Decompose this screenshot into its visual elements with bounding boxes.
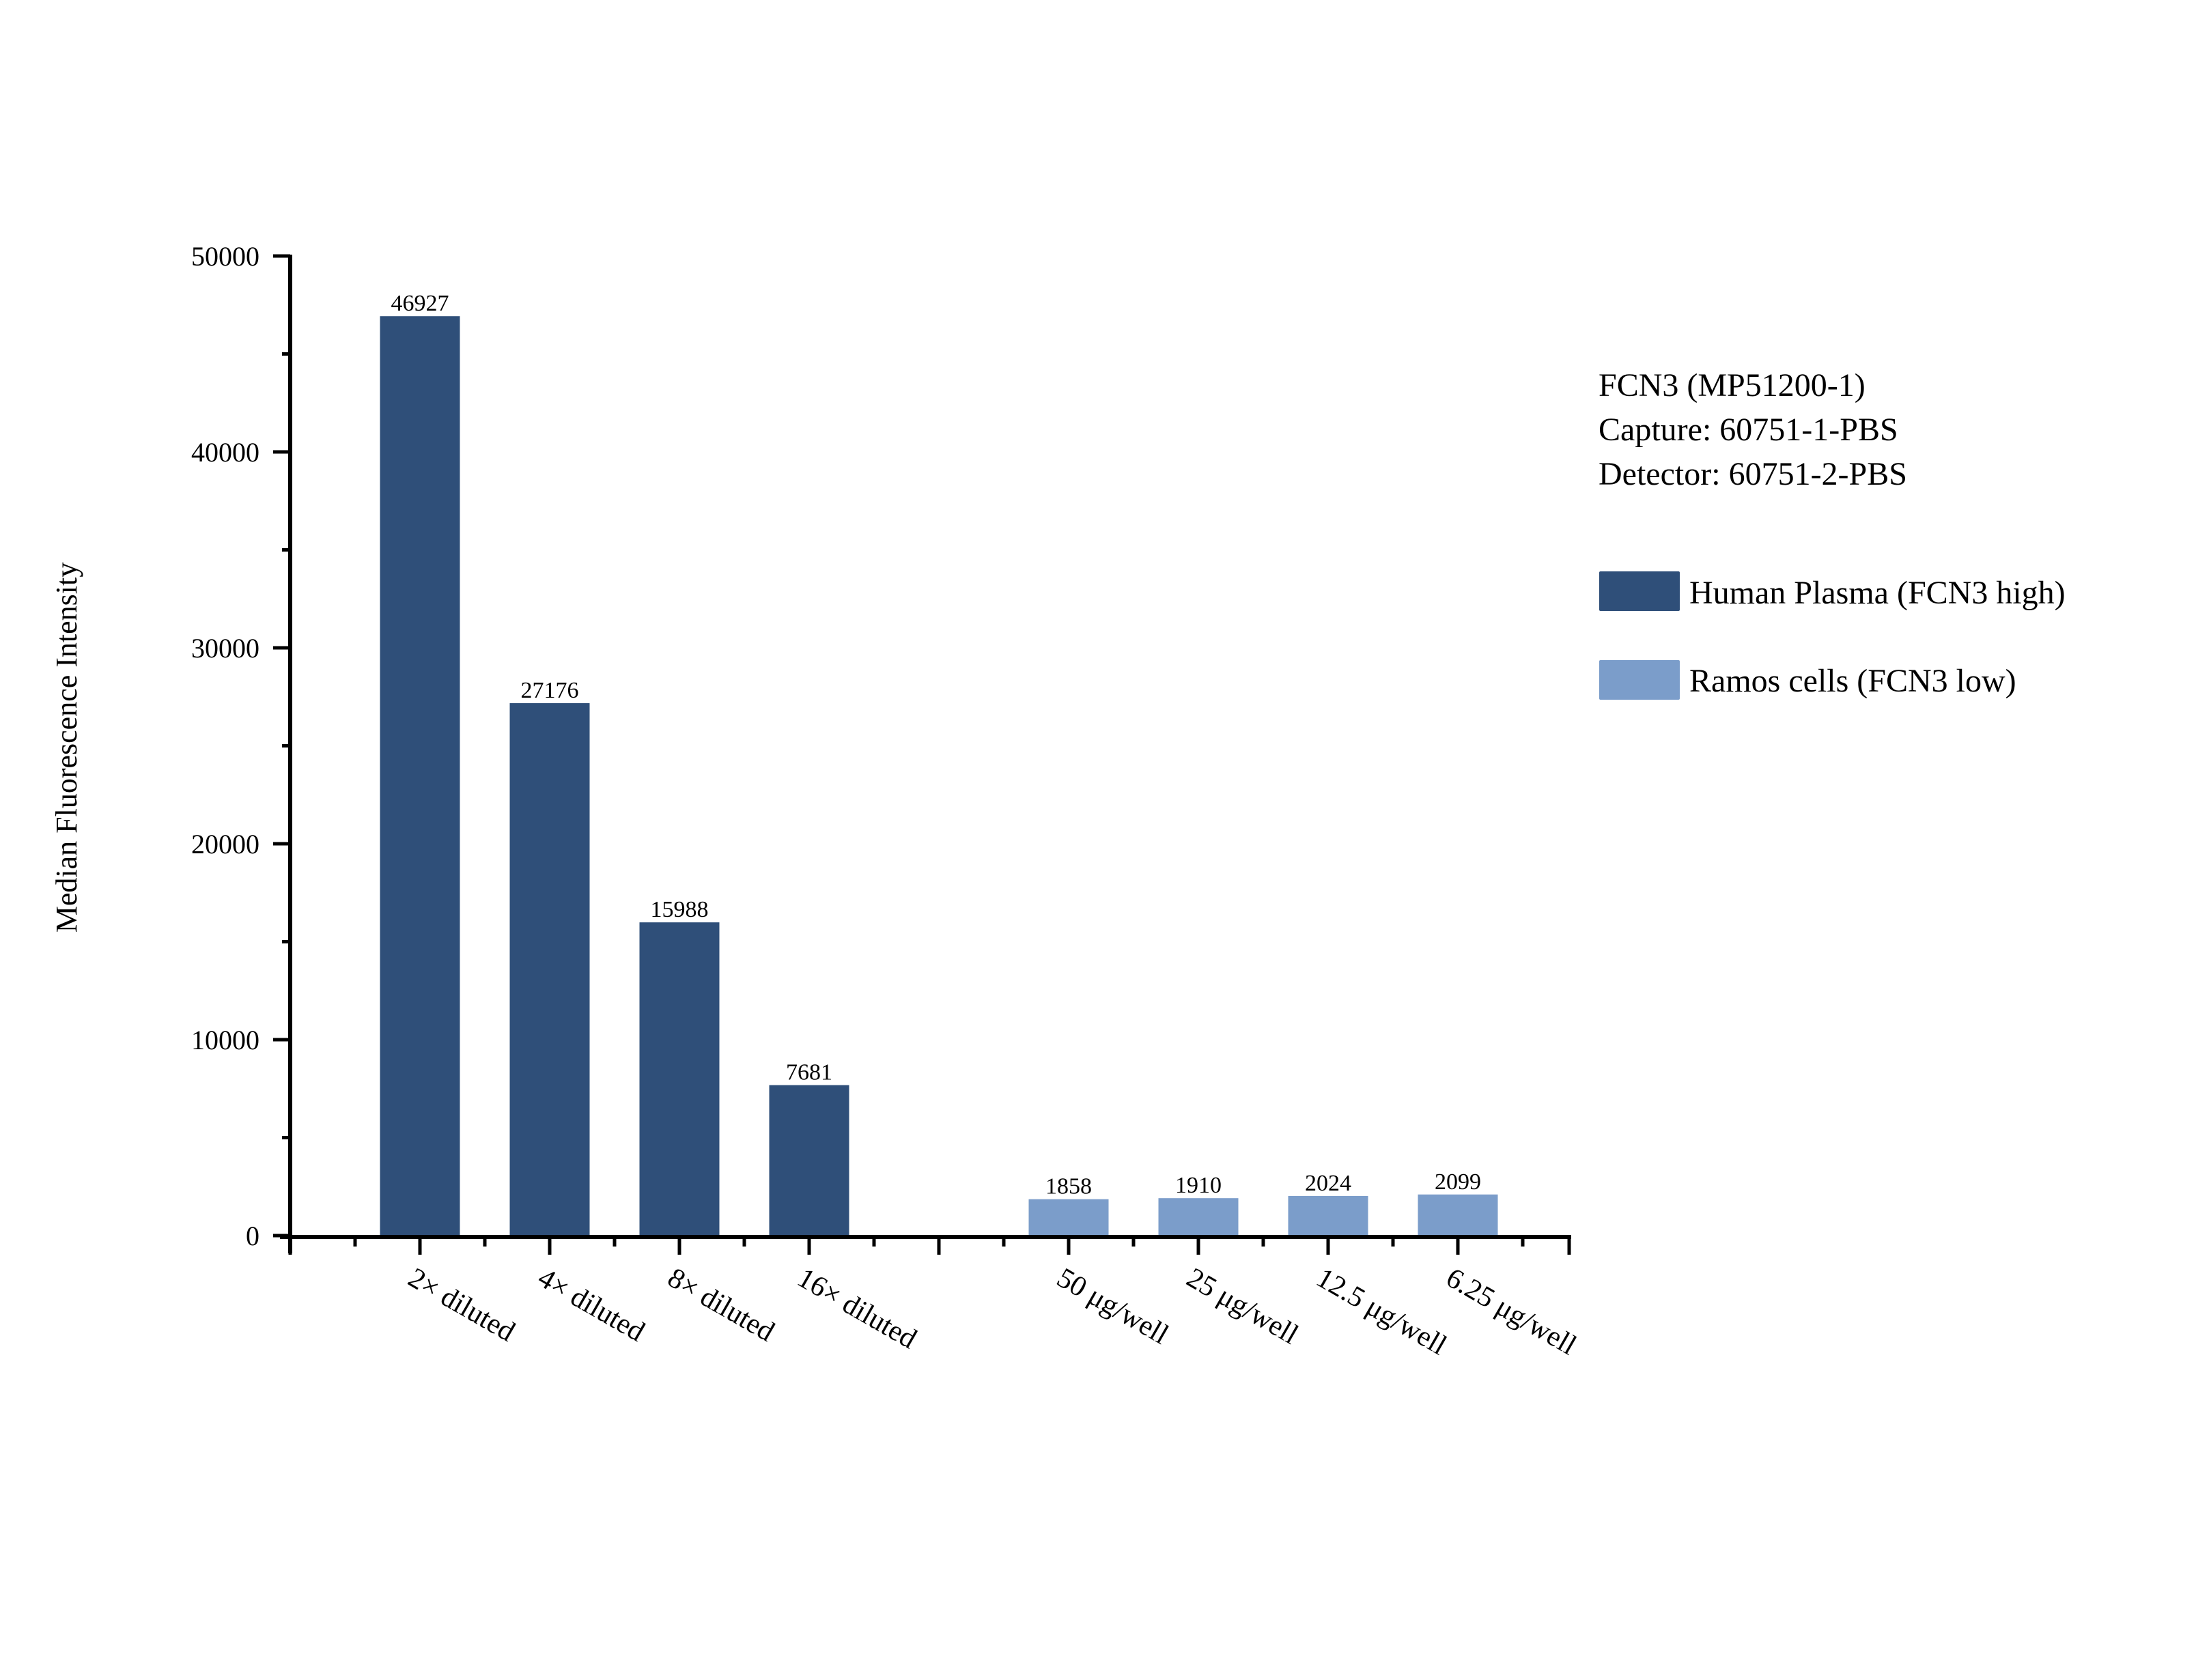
y-axis: 0 10000 20000 30000 40000 50000 xyxy=(191,241,292,1253)
x-category-label: 2× diluted xyxy=(403,1262,520,1348)
bars-layer xyxy=(380,316,1498,1236)
x-category-label: 12.5 μg/well xyxy=(1311,1262,1452,1362)
bar-value-label: 1910 xyxy=(1175,1173,1222,1198)
annotation-line-2: Capture: 60751-1-PBS xyxy=(1599,412,1898,448)
legend: Human Plasma (FCN3 high) Ramos cells (FC… xyxy=(1599,571,2066,700)
x-category-label: 50 μg/well xyxy=(1052,1262,1174,1351)
bar-value-label: 1858 xyxy=(1045,1174,1092,1199)
legend-swatch-light-blue xyxy=(1599,660,1680,700)
legend-label: Ramos cells (FCN3 low) xyxy=(1689,663,2016,699)
x-category-label: 25 μg/well xyxy=(1181,1262,1304,1351)
bar-value-label: 46927 xyxy=(391,291,449,316)
y-tick-label: 30000 xyxy=(191,633,259,664)
bar xyxy=(639,922,720,1236)
bar-value-label: 2024 xyxy=(1305,1171,1351,1196)
bar xyxy=(380,316,460,1236)
y-axis-title: Median Fluorescence Intensity xyxy=(50,563,83,933)
bar-value-label: 27176 xyxy=(521,678,579,703)
annotation-line-3: Detector: 60751-2-PBS xyxy=(1599,456,1907,492)
bar-value-label: 7681 xyxy=(786,1060,832,1085)
y-tick-label: 40000 xyxy=(191,437,259,468)
bar xyxy=(769,1085,849,1236)
legend-item-human-plasma: Human Plasma (FCN3 high) xyxy=(1599,571,2066,611)
x-axis xyxy=(280,1235,1571,1255)
x-category-label: 6.25 μg/well xyxy=(1441,1262,1581,1362)
bar xyxy=(1158,1198,1239,1236)
bar xyxy=(509,703,590,1236)
legend-label: Human Plasma (FCN3 high) xyxy=(1689,575,2066,611)
bar-value-label: 2099 xyxy=(1435,1169,1481,1195)
x-category-label: 16× diluted xyxy=(792,1262,922,1355)
bar xyxy=(1418,1194,1498,1236)
legend-item-ramos-cells: Ramos cells (FCN3 low) xyxy=(1599,660,2016,700)
x-category-label: 4× diluted xyxy=(533,1262,650,1348)
y-tick-label: 20000 xyxy=(191,829,259,859)
annotation-line-1: FCN3 (MP51200-1) xyxy=(1599,367,1866,403)
y-tick-label: 10000 xyxy=(191,1025,259,1055)
x-category-labels: 2× diluted 4× diluted 8× diluted 16× dilute… xyxy=(403,1262,1581,1362)
bar-value-labels: 46927 27176 15988 7681 1858 1910 2024 2099 xyxy=(391,291,1482,1199)
y-tick-label: 50000 xyxy=(191,241,259,272)
annotation-block: FCN3 (MP51200-1) Capture: 60751-1-PBS De… xyxy=(1599,367,1907,492)
y-tick-label: 0 xyxy=(246,1221,259,1251)
bar-value-label: 15988 xyxy=(651,897,709,922)
x-category-label: 8× diluted xyxy=(662,1262,780,1348)
bar xyxy=(1288,1195,1368,1236)
bar xyxy=(1028,1199,1109,1236)
legend-swatch-dark-blue xyxy=(1599,571,1680,611)
